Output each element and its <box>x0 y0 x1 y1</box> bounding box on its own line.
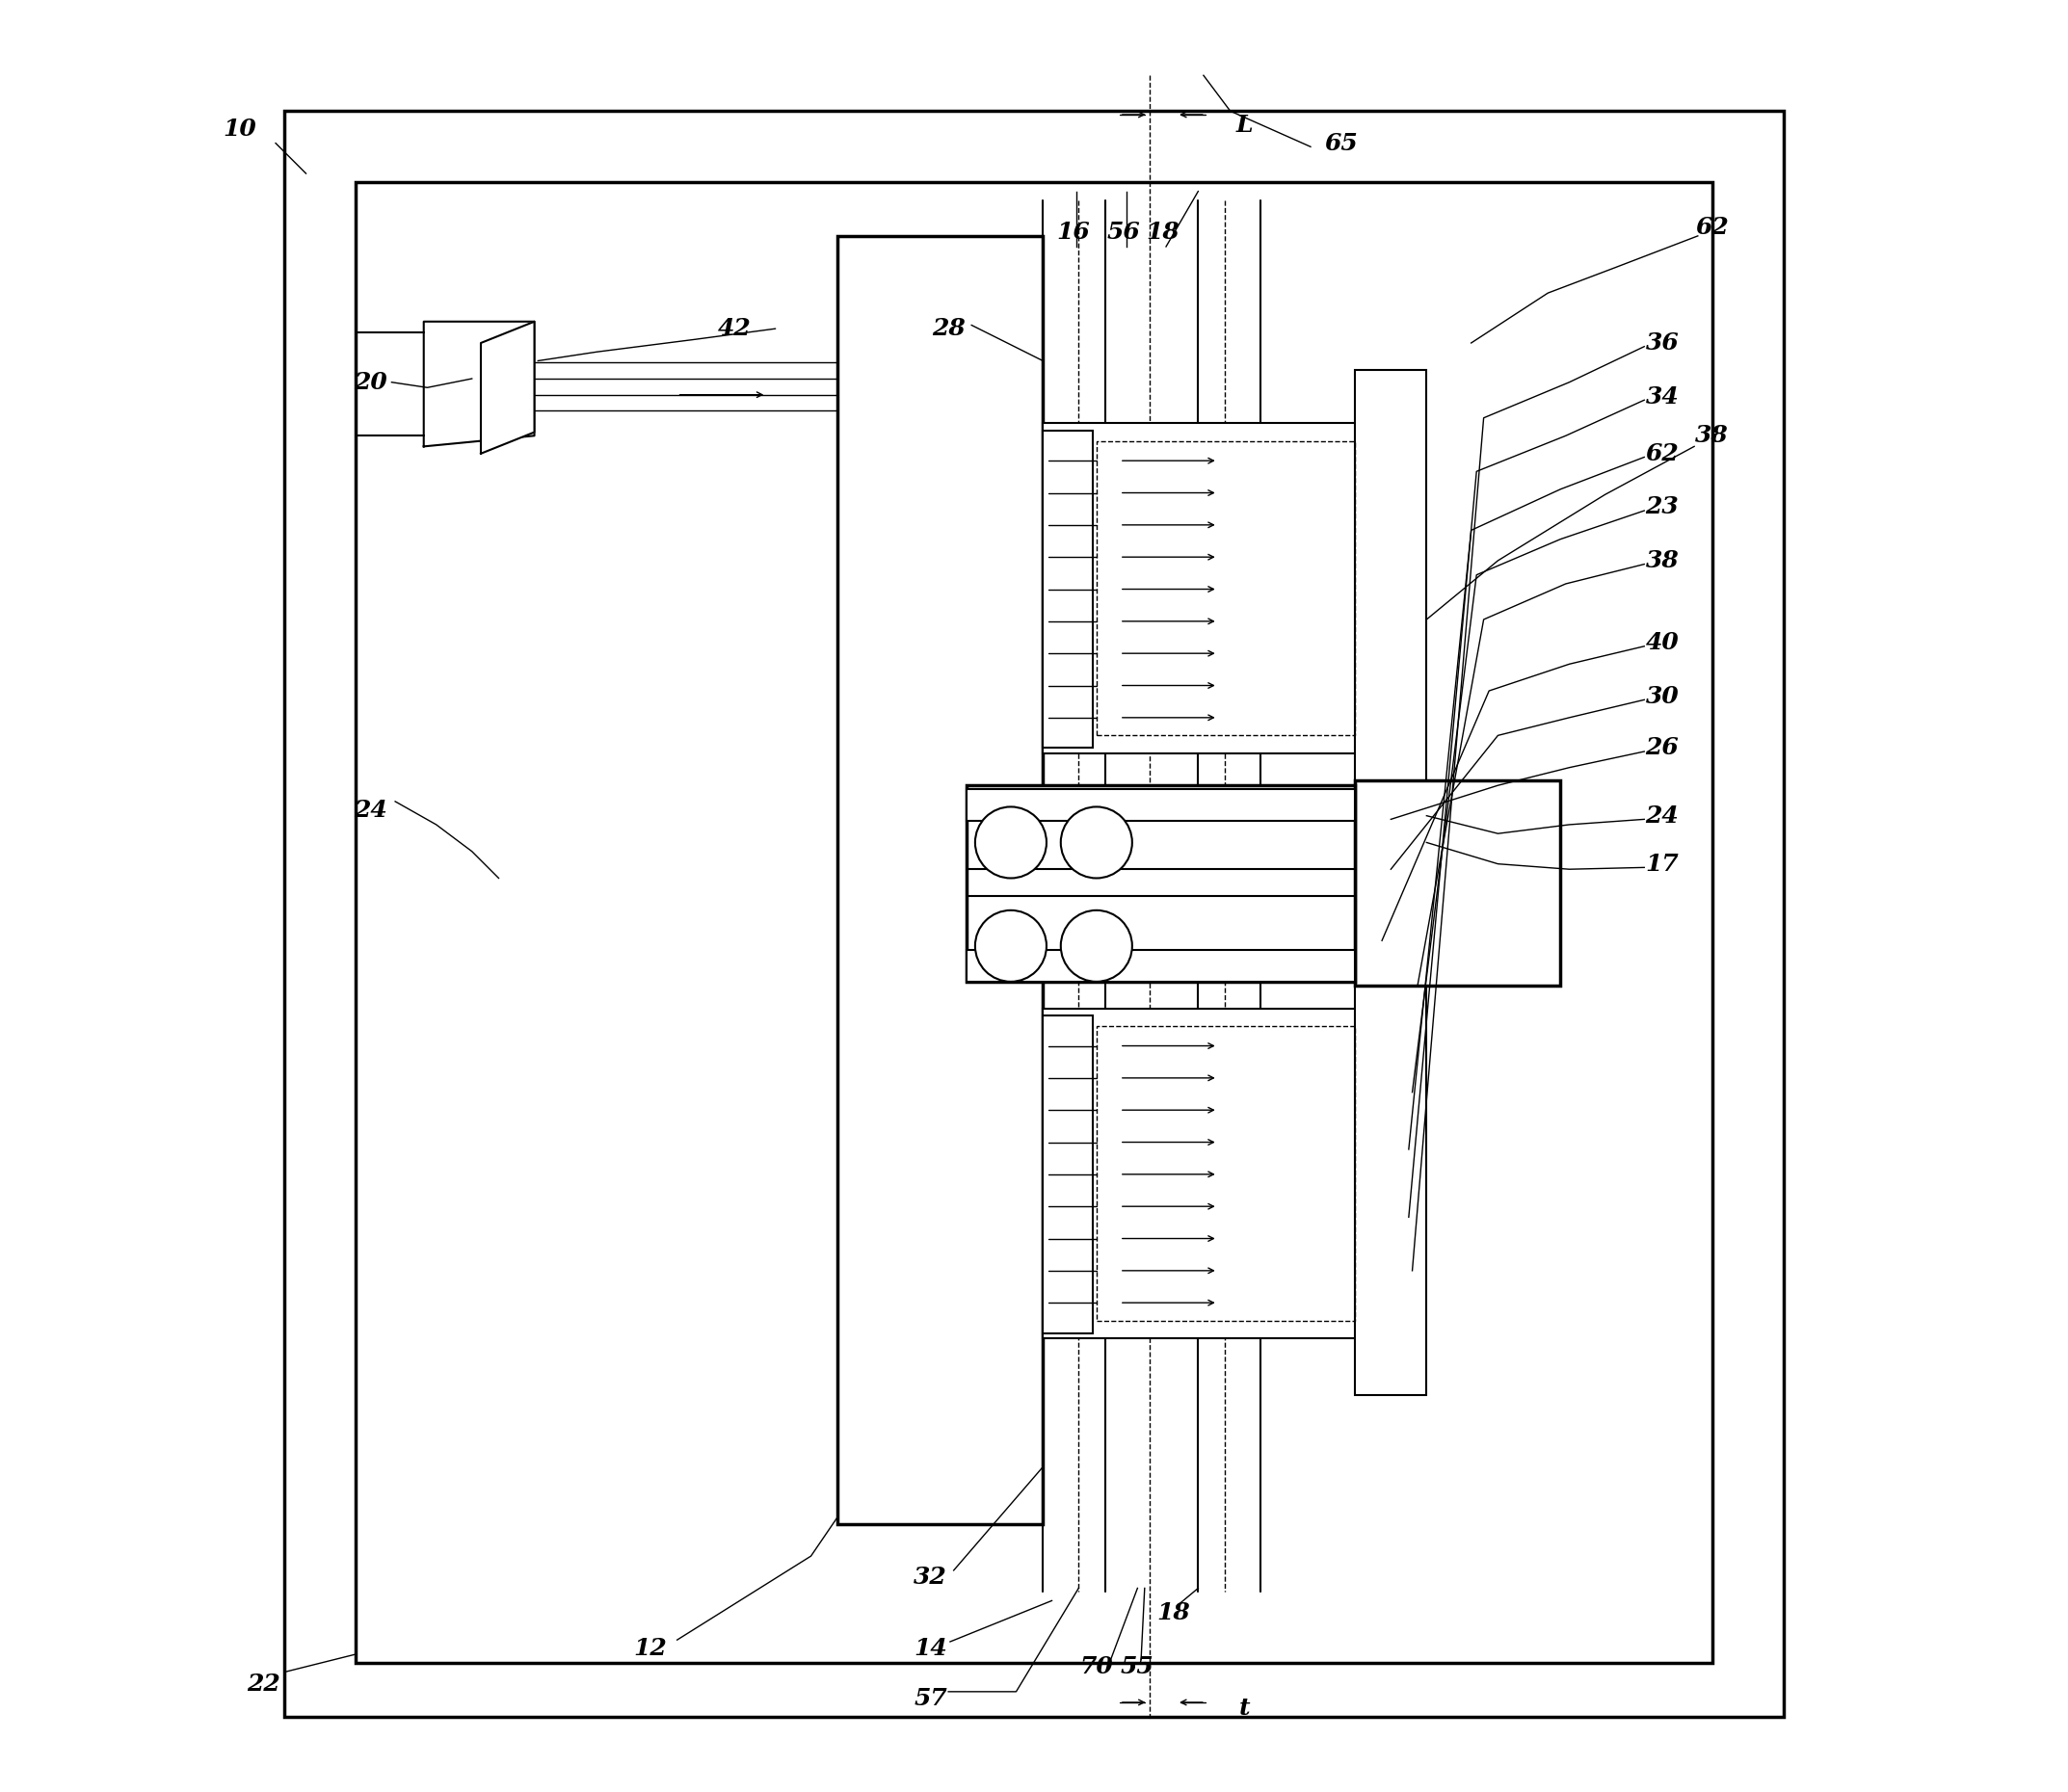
Text: 62: 62 <box>1696 215 1729 238</box>
Text: 20: 20 <box>354 371 387 394</box>
Text: 38: 38 <box>1696 425 1729 448</box>
Text: 16: 16 <box>1057 220 1090 244</box>
Bar <box>285 111 1783 1717</box>
Circle shape <box>976 910 1046 982</box>
Text: t: t <box>1239 1697 1249 1719</box>
Text: 40: 40 <box>1646 631 1679 654</box>
Text: 18: 18 <box>1146 220 1179 244</box>
Text: 14: 14 <box>914 1638 947 1661</box>
Text: 24: 24 <box>354 799 387 823</box>
Bar <box>1042 1009 1381 1339</box>
Text: 36: 36 <box>1646 332 1679 355</box>
Circle shape <box>1061 806 1131 878</box>
Text: 22: 22 <box>246 1674 279 1695</box>
Bar <box>966 950 1355 982</box>
Bar <box>966 788 1355 821</box>
Text: 34: 34 <box>1646 385 1679 409</box>
Bar <box>1096 1027 1355 1321</box>
Circle shape <box>1061 910 1131 982</box>
Bar <box>1042 423 1381 753</box>
Text: 70: 70 <box>1079 1656 1113 1679</box>
Text: 26: 26 <box>1646 737 1679 760</box>
Bar <box>1355 986 1427 1396</box>
Bar <box>1042 1016 1092 1333</box>
Text: 56: 56 <box>1106 220 1139 244</box>
Text: 32: 32 <box>914 1566 947 1590</box>
Text: 28: 28 <box>931 317 966 340</box>
Text: L: L <box>1237 113 1253 136</box>
Bar <box>356 183 1712 1663</box>
Bar <box>966 785 1355 982</box>
Polygon shape <box>482 321 534 453</box>
Bar <box>1096 441 1355 735</box>
Text: 23: 23 <box>1646 496 1679 518</box>
Text: 12: 12 <box>633 1638 668 1661</box>
Text: 55: 55 <box>1121 1656 1154 1679</box>
Circle shape <box>976 806 1046 878</box>
Text: 24: 24 <box>1646 805 1679 828</box>
Text: 18: 18 <box>1156 1602 1189 1625</box>
Text: 10: 10 <box>223 116 256 140</box>
Bar <box>1042 430 1092 747</box>
Text: 17: 17 <box>1646 853 1679 876</box>
Text: 42: 42 <box>718 317 751 340</box>
Text: 62: 62 <box>1646 443 1679 466</box>
Text: 30: 30 <box>1646 685 1679 708</box>
Bar <box>1355 780 1561 986</box>
Bar <box>838 237 1042 1523</box>
Polygon shape <box>424 321 534 446</box>
Bar <box>1355 369 1427 797</box>
Text: 65: 65 <box>1324 131 1359 154</box>
Text: 38: 38 <box>1646 548 1679 572</box>
Text: 57: 57 <box>914 1688 947 1710</box>
